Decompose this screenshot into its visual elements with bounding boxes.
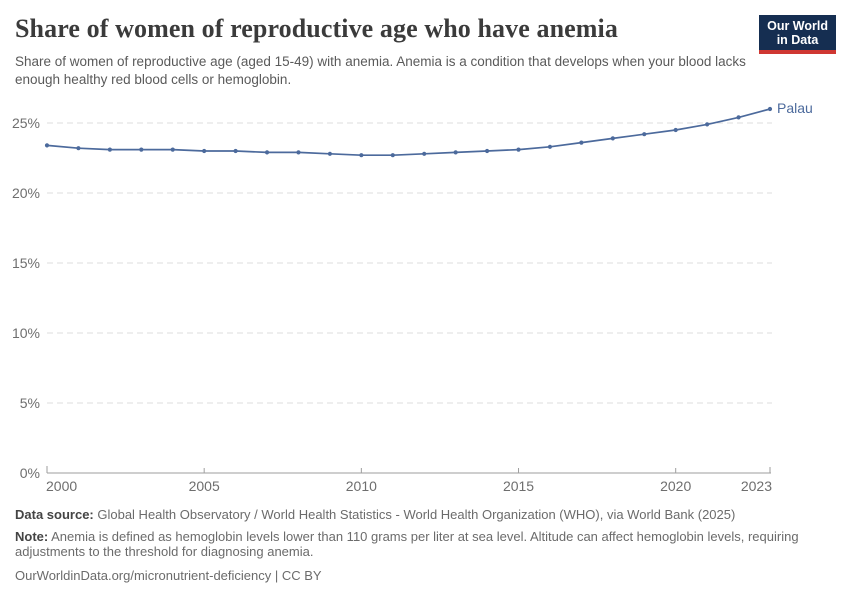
note-line: Note: Anemia is defined as hemoglobin le…	[15, 529, 820, 560]
data-point-2005[interactable]	[202, 148, 207, 154]
data-point-2007[interactable]	[264, 150, 270, 155]
data-point-2016[interactable]	[547, 144, 553, 149]
chart-footer: Data source: Global Health Observatory /…	[15, 507, 820, 583]
data-source-text: Global Health Observatory / World Health…	[93, 507, 736, 522]
data-point-2021[interactable]	[705, 122, 710, 127]
owid-logo-line1: Our World	[767, 19, 828, 33]
data-point-2009[interactable]	[327, 151, 333, 156]
data-point-2004[interactable]	[170, 147, 175, 152]
x-axis-label-2023: 2023	[741, 478, 772, 494]
data-point-2018[interactable]	[610, 136, 615, 141]
data-point-2019[interactable]	[642, 132, 647, 137]
series-label-palau[interactable]: Palau	[777, 100, 813, 116]
data-point-2003[interactable]	[139, 147, 144, 152]
chart-title: Share of women of reproductive age who h…	[15, 14, 618, 43]
data-point-2015[interactable]	[516, 147, 521, 152]
chart-header: Share of women of reproductive age who h…	[15, 14, 755, 89]
note-label: Note:	[15, 528, 49, 544]
owid-logo[interactable]: Our World in Data	[759, 15, 836, 54]
data-point-2006[interactable]	[233, 148, 238, 154]
data-point-2010[interactable]	[359, 153, 364, 158]
x-axis-label-2020: 2020	[660, 478, 691, 494]
x-axis-label-2015: 2015	[503, 478, 534, 494]
y-axis-label-10: 10%	[12, 325, 40, 341]
trend-line-palau	[46, 108, 771, 157]
data-point-2023[interactable]	[767, 106, 773, 112]
y-axis-label-15: 15%	[12, 255, 40, 271]
data-point-2022[interactable]	[736, 115, 741, 120]
y-axis-label-25: 25%	[12, 115, 40, 131]
x-axis-label-2005: 2005	[189, 478, 220, 494]
data-point-2020[interactable]	[673, 127, 678, 133]
data-point-2000[interactable]	[44, 143, 50, 148]
owid-logo-line2: in Data	[776, 33, 819, 47]
data-point-2002[interactable]	[107, 147, 112, 152]
data-point-2011[interactable]	[390, 153, 395, 158]
data-point-2008[interactable]	[296, 150, 301, 155]
data-source-line: Data source: Global Health Observatory /…	[15, 507, 820, 523]
data-point-2013[interactable]	[453, 150, 458, 155]
data-source-label: Data source:	[15, 507, 94, 522]
y-axis-label-20: 20%	[12, 185, 40, 201]
note-text: Anemia is defined as hemoglobin levels l…	[15, 528, 799, 560]
y-axis-label-5: 5%	[20, 395, 40, 411]
x-axis-label-2010: 2010	[346, 478, 377, 494]
data-point-2017[interactable]	[579, 140, 584, 145]
data-point-2001[interactable]	[76, 146, 81, 151]
data-point-2014[interactable]	[484, 148, 490, 154]
data-point-2012[interactable]	[422, 151, 427, 156]
x-axis-label-2000: 2000	[46, 478, 77, 494]
chart-subtitle: Share of women of reproductive age (aged…	[15, 53, 746, 87]
license-line[interactable]: OurWorldinData.org/micronutrient-deficie…	[15, 567, 322, 583]
y-axis-label-0: 0%	[20, 465, 40, 481]
